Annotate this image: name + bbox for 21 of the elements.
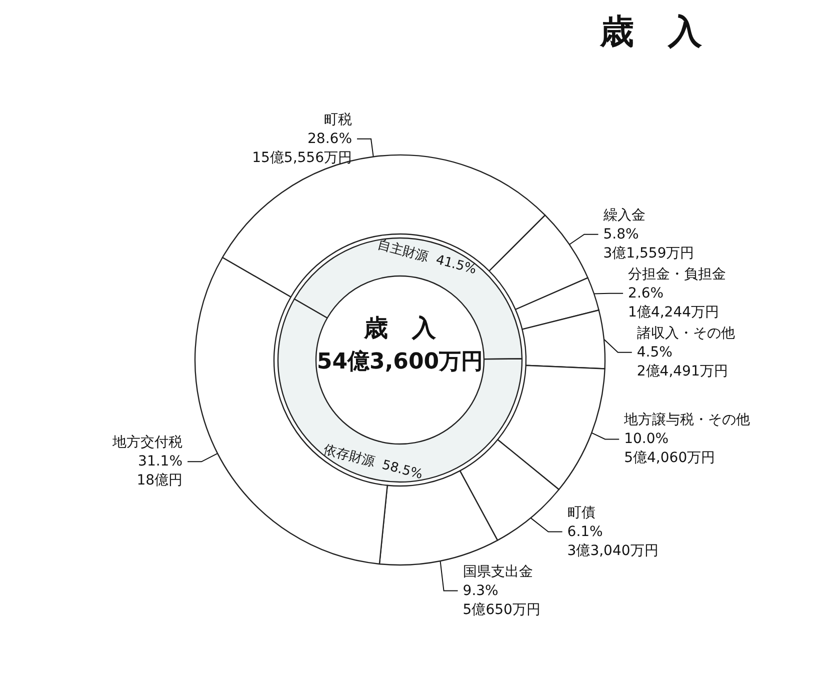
slice-label: 依存財源 58.5% <box>322 442 424 483</box>
slice-label: 国県支出金 <box>462 564 533 580</box>
slice-label: 町税 <box>324 112 352 128</box>
data-label: 28.6% 15億5,556万円 <box>252 130 352 166</box>
data-label: 31.1% 18億円 <box>136 454 183 489</box>
slice-label: 地方交付税 <box>112 434 183 451</box>
text: 歳 入 <box>363 314 437 342</box>
data-label: 4.5% 2億4,491万円 <box>636 344 728 380</box>
data-label: 9.3% 5億650万円 <box>462 582 540 618</box>
data-label: 2.6% 1億4,244万円 <box>628 285 720 320</box>
text: 54億3,600万円 <box>316 350 484 374</box>
slice-label: 分担金・負担金 <box>628 266 726 282</box>
slice-label: 自主財源 41.5% <box>376 236 478 278</box>
slice-label: 町債 <box>567 504 596 521</box>
data-label: 5.8% 3億1,559万円 <box>603 226 694 262</box>
slice-label: 諸収入・その他 <box>636 325 735 342</box>
chart-title: 歳 入 <box>599 12 703 52</box>
slice-label: 繰入金 <box>602 207 646 224</box>
slice-label: 地方譲与税・その他 <box>623 412 750 428</box>
data-label: 6.1% 3億3,040万円 <box>567 524 658 559</box>
data-label: 10.0% 5億4,060万円 <box>624 431 716 466</box>
